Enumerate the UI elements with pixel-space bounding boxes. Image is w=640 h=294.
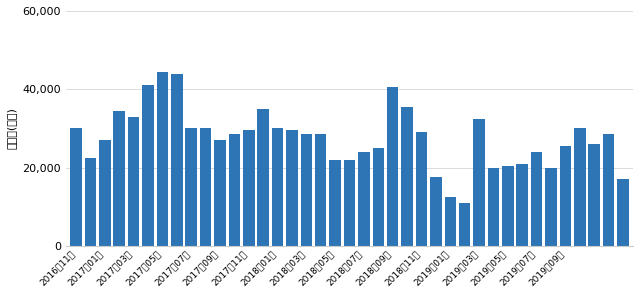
Bar — [315, 134, 326, 246]
Bar — [401, 107, 413, 246]
Bar — [257, 109, 269, 246]
Bar — [488, 168, 499, 246]
Bar — [445, 197, 456, 246]
Bar — [531, 152, 542, 246]
Bar — [157, 72, 168, 246]
Bar — [330, 160, 341, 246]
Bar — [559, 146, 571, 246]
Bar — [113, 111, 125, 246]
Bar — [214, 140, 226, 246]
Bar — [243, 131, 255, 246]
Bar — [84, 158, 96, 246]
Bar — [301, 134, 312, 246]
Bar — [344, 160, 355, 246]
Bar — [588, 144, 600, 246]
Bar — [430, 178, 442, 246]
Bar — [128, 117, 140, 246]
Bar — [200, 128, 211, 246]
Bar — [372, 148, 384, 246]
Bar — [171, 74, 182, 246]
Bar — [574, 128, 586, 246]
Bar — [617, 179, 628, 246]
Bar — [603, 134, 614, 246]
Bar — [459, 203, 470, 246]
Y-axis label: 거래량(건수): 거래량(건수) — [7, 108, 17, 149]
Bar — [70, 128, 82, 246]
Bar — [186, 128, 197, 246]
Bar — [416, 132, 428, 246]
Bar — [228, 134, 240, 246]
Bar — [387, 87, 399, 246]
Bar — [142, 85, 154, 246]
Bar — [474, 119, 485, 246]
Bar — [272, 128, 284, 246]
Bar — [545, 168, 557, 246]
Bar — [516, 164, 528, 246]
Bar — [358, 152, 370, 246]
Bar — [286, 131, 298, 246]
Bar — [99, 140, 111, 246]
Bar — [502, 166, 513, 246]
